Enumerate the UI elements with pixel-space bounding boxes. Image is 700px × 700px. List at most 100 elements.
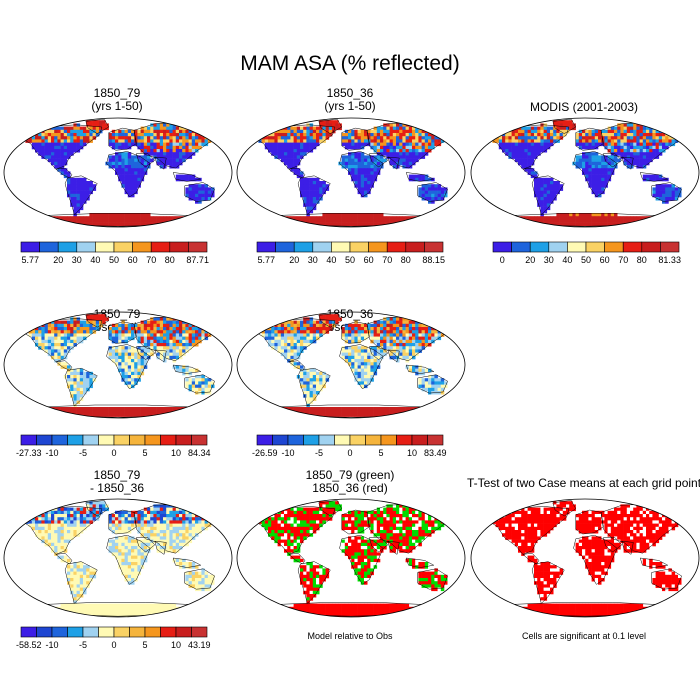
coastline-greenland <box>318 312 343 328</box>
colorbar-box <box>380 434 397 446</box>
colorbar-tick-label: -10 <box>281 448 294 458</box>
colorbar-tick-label: 60 <box>364 255 374 265</box>
coastline-south-america <box>64 561 98 605</box>
colorbar-tick-label: 5 <box>142 640 147 650</box>
colorbar-box <box>67 434 84 446</box>
map-field <box>28 314 215 417</box>
colorbar-box <box>144 626 161 638</box>
coastline-central-america <box>55 360 73 371</box>
colorbar-box <box>368 241 388 253</box>
colorbar-tick-label: 70 <box>146 255 156 265</box>
coastline-europe <box>575 509 604 535</box>
coastline-arabia <box>136 537 156 553</box>
colorbar-tick-label: 40 <box>562 255 572 265</box>
coastline-arabia <box>603 537 623 553</box>
panel-title: T-Test of two Case means at each grid po… <box>466 476 700 490</box>
colorbar-tick-label: 0 <box>500 255 505 265</box>
panel-title: 1850_79 <box>93 86 141 100</box>
colorbar-box <box>20 241 40 253</box>
coastline-north-america <box>480 506 570 555</box>
map-panel <box>470 117 700 228</box>
map-field <box>25 501 215 617</box>
coastline-central-america <box>55 167 73 179</box>
colorbar-tick-label: 87.71 <box>186 255 209 265</box>
coastline-greenland <box>85 118 110 134</box>
coastline-africa <box>339 151 384 198</box>
colorbar-box <box>20 434 37 446</box>
colorbar-box <box>256 434 273 446</box>
colorbar-box <box>51 626 68 638</box>
coastline-india <box>387 156 400 170</box>
globe-outline <box>470 498 700 618</box>
colorbar-box <box>98 626 115 638</box>
colorbar-box <box>287 434 304 446</box>
colorbar-box <box>660 241 680 253</box>
colorbar-tick-label: -10 <box>45 448 58 458</box>
panel-title: MODIS (2001-2003) <box>529 100 639 114</box>
colorbar-box <box>169 241 189 253</box>
map-panel <box>470 498 700 618</box>
coastline-indonesia <box>172 364 202 374</box>
coastline-indonesia <box>172 172 202 182</box>
globe-outline <box>236 498 466 618</box>
coastline-australia <box>184 568 215 590</box>
coastline-greenland <box>85 500 110 517</box>
coastline-india <box>154 349 167 363</box>
coastline-europe <box>341 509 370 535</box>
coastline-north-america <box>246 506 336 555</box>
colorbar-tick-label: -5 <box>315 448 323 458</box>
colorbar-tick-label: 5 <box>142 448 147 458</box>
colorbar-box <box>641 241 661 253</box>
colorbar-box <box>129 434 146 446</box>
colorbar-box <box>312 241 332 253</box>
coastline-central-america <box>522 167 540 179</box>
coastline-central-america <box>55 552 73 565</box>
coastline-europe <box>108 321 137 344</box>
colorbar-tick-label: 30 <box>308 255 318 265</box>
colorbar-box <box>76 241 96 253</box>
panel-title: 1850_79 (green) <box>305 468 395 482</box>
coastline-central-america <box>522 552 540 565</box>
main-title: MAM ASA (% reflected) <box>240 52 460 75</box>
colorbar-box <box>365 434 382 446</box>
colorbar-box <box>604 241 624 253</box>
colorbar-tick-label: 5.77 <box>22 255 40 265</box>
colorbar-box <box>386 241 407 253</box>
panel-title: 1850_36 <box>326 86 374 100</box>
colorbar-tick-label: -10 <box>45 640 58 650</box>
map-field <box>261 314 448 417</box>
coastline-africa <box>573 151 618 198</box>
coastline-arabia <box>136 346 156 360</box>
coastline-india <box>387 540 400 555</box>
colorbar-box <box>272 434 289 446</box>
colorbar-box <box>424 241 444 253</box>
coastline-europe <box>341 127 370 151</box>
colorbar-box <box>113 626 130 638</box>
colorbar-tick-label: 81.33 <box>658 255 681 265</box>
map-field <box>258 120 448 227</box>
colorbar-box <box>98 434 115 446</box>
colorbar-tick-label: 43.19 <box>188 640 211 650</box>
coastline-central-america <box>288 552 306 565</box>
coastline-australia <box>417 374 448 394</box>
colorbar-tick-label: -5 <box>79 640 87 650</box>
colorbar-box <box>585 241 605 253</box>
colorbar-tick-label: 20 <box>289 255 299 265</box>
globe-outline <box>236 117 466 228</box>
colorbar: 5.77 20 30 40 50 60 70 80 87.71 <box>20 241 209 265</box>
globe-outline <box>470 117 700 228</box>
colorbar-tick-label: 70 <box>382 255 392 265</box>
coastline-north-america <box>13 318 103 363</box>
coastline-europe <box>108 127 137 151</box>
colorbar-tick-label: 50 <box>109 255 119 265</box>
colorbar-box <box>396 434 413 446</box>
globe-outline <box>3 311 233 419</box>
colorbar-tick-label: 30 <box>72 255 82 265</box>
coastline-south-america <box>297 175 331 216</box>
colorbar-box <box>132 241 152 253</box>
colorbar-tick-label: 10 <box>407 448 417 458</box>
colorbar-tick-label: 5 <box>378 448 383 458</box>
colorbar-tick-label: 80 <box>637 255 647 265</box>
map-panel <box>3 311 233 419</box>
colorbar-box <box>113 434 130 446</box>
